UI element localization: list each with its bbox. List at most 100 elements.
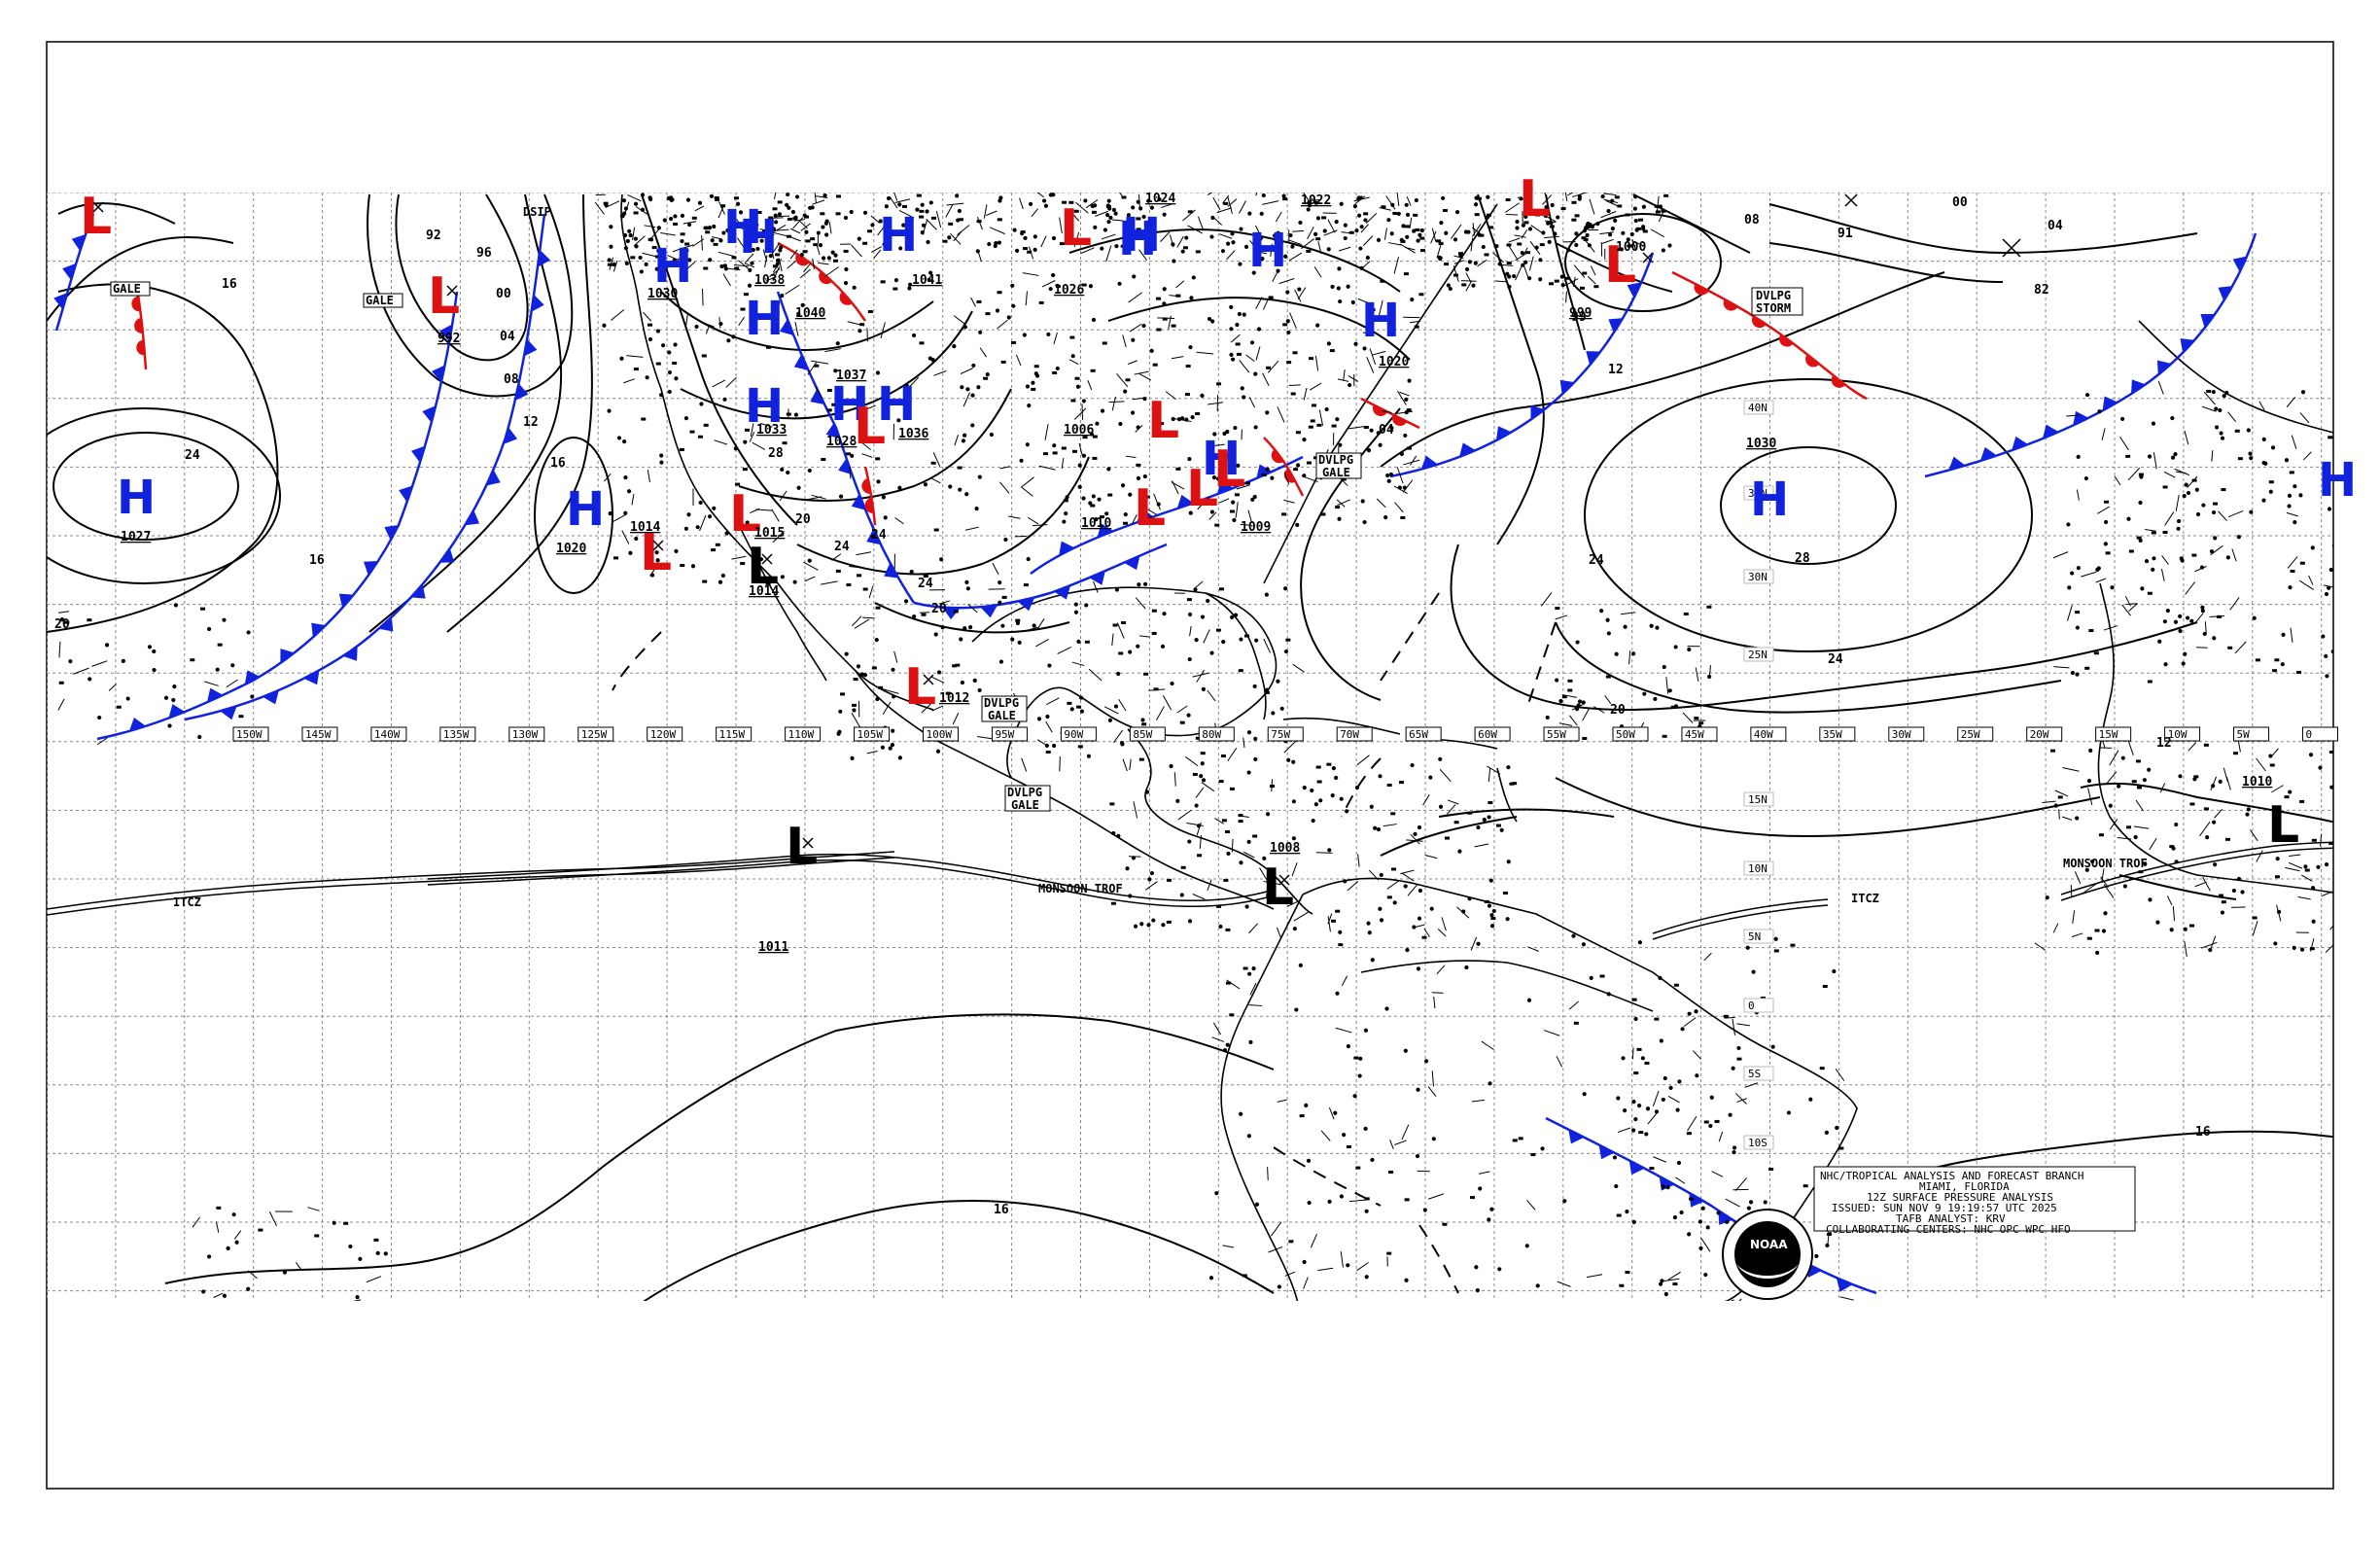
monsoon-trough (428, 855, 1274, 907)
cold-front-triangle (2200, 314, 2215, 328)
isobar-label: 20 (1610, 703, 1626, 718)
low-symbol: L (1519, 170, 1551, 228)
dsip-label: DSIP (523, 205, 551, 219)
isobar-label: 08 (504, 372, 519, 387)
cold-front-triangle (304, 670, 320, 684)
lon-label: 110W (788, 728, 815, 741)
high-pressure-value: 1027 (121, 530, 151, 544)
monsoon-trough-label: MONSOON TROF (1038, 882, 1123, 895)
high-pressure-value: 1020 (556, 542, 586, 556)
lon-label: 150W (236, 728, 262, 741)
itcz-east (1653, 899, 1828, 939)
isobar-label: 24 (871, 528, 887, 543)
high-pressure-value: 1030 (648, 287, 678, 301)
cold-fronts (53, 214, 2256, 1293)
isobar-label: 16 (222, 277, 237, 292)
lon-label: 50W (1616, 728, 1635, 741)
cold-front-triangle (794, 354, 809, 369)
low-pressure-value: 1011 (758, 940, 788, 955)
monsoon-trough-east-label: MONSOON TROF (2063, 857, 2148, 870)
warm-front-semicircle (136, 339, 145, 355)
isobar-label: 12 (523, 415, 539, 430)
high-pressure-value: 1020 (1379, 355, 1409, 369)
lon-label: 5W (2237, 728, 2251, 741)
cold-front-triangle (1629, 1160, 1645, 1175)
lon-label: 130W (512, 728, 539, 741)
gale-label: GALE (113, 282, 141, 296)
low-symbol: L (2267, 796, 2299, 855)
lon-label: 100W (927, 728, 953, 741)
station-plots (58, 182, 2357, 1310)
low-symbol: L (80, 188, 112, 246)
low-symbol: L (854, 398, 886, 456)
cold-front-triangle (1568, 1130, 1584, 1144)
low-centers: L L 992 L 1014 L 1015 L 1014 L 1012 L L … (80, 170, 2299, 955)
cold-front-triangle (1599, 1144, 1615, 1159)
cold-front-triangle (2073, 411, 2088, 426)
lon-label: 30W (1892, 728, 1911, 741)
cold-front-triangle (2180, 338, 2194, 353)
high-symbol: H (566, 482, 605, 537)
low-symbol: L (1147, 392, 1179, 450)
low-symbol: L (1134, 479, 1166, 538)
dvlpg-gale-label: DVLPG (1007, 786, 1042, 799)
cold-front-triangle (810, 389, 824, 404)
isobar-label: 82 (2034, 283, 2049, 298)
outer-border (47, 42, 2333, 1489)
high-pressure-value: 1030 (1746, 437, 1776, 451)
lon-label: 75W (1271, 728, 1290, 741)
gale-label: GALE (366, 294, 394, 307)
high-pressure-value: 1024 (1145, 192, 1175, 206)
isobar-label: 20 (795, 512, 811, 527)
itcz-east-label: ITCZ (1851, 892, 1879, 905)
lat-label: 10N (1748, 862, 1768, 875)
dvlpg-storm-label-2: STORM (1756, 301, 1791, 315)
low-symbol: L (428, 267, 460, 326)
lon-label: 85W (1133, 728, 1152, 741)
isobar-label: 08 (1744, 213, 1760, 228)
high-pressure-value: 1033 (756, 423, 787, 438)
isobar-label: 28 (768, 446, 784, 461)
low-symbol: L (904, 658, 936, 717)
isobar-label: 24 (1828, 652, 1843, 667)
lat-label: 15N (1748, 793, 1768, 806)
lon-label: 25W (1961, 728, 1980, 741)
low-pressure-value: 1012 (939, 691, 969, 706)
isobar-label: 04 (1379, 423, 1394, 438)
lon-label: 80W (1202, 728, 1221, 741)
warm-front-semicircle (1805, 354, 1819, 367)
lon-label: 120W (650, 728, 677, 741)
lon-label: 105W (858, 728, 884, 741)
low-pressure-value: 992 (438, 332, 460, 346)
cold-front-triangle (339, 594, 354, 609)
lon-label: 45W (1685, 728, 1704, 741)
cold-front-triangle (2157, 361, 2172, 375)
cold-front-triangle (2233, 256, 2248, 271)
lon-label: 125W (581, 728, 608, 741)
dvlpg-gale-label: DVLPG (1318, 453, 1353, 467)
high-symbol: H (1361, 294, 1400, 348)
high-pressure-value: 1022 (1301, 193, 1331, 208)
cold-front-triangle (884, 563, 898, 579)
isobar-label: 00 (496, 287, 511, 301)
analysis-legend: NHC/TROPICAL ANALYSIS AND FORECAST BRANC… (1814, 1167, 2135, 1236)
lon-label: 90W (1064, 728, 1083, 741)
isobar-label: 04 (2048, 219, 2063, 233)
high-pressure-value: 1036 (898, 427, 928, 441)
isobar-label: 96 (476, 246, 492, 261)
isobar-label: 04 (500, 330, 515, 344)
troughs (612, 593, 1556, 1293)
low-pressure-value: 1009 (1241, 520, 1271, 535)
low-pressure-value: 1014 (630, 520, 660, 535)
high-symbol: H (1750, 473, 1789, 527)
warm-front-semicircle (1272, 449, 1284, 463)
lat-label: 10S (1748, 1137, 1768, 1149)
cold-front-triangle (486, 470, 501, 485)
cold-front-triangle (311, 623, 326, 638)
high-pressure-value: 1041 (912, 273, 942, 288)
lat-lon-grid (47, 193, 2333, 1301)
high-pressure-value: 1040 (795, 306, 825, 321)
dvlpg-storm-label: DVLPG (1756, 289, 1791, 302)
